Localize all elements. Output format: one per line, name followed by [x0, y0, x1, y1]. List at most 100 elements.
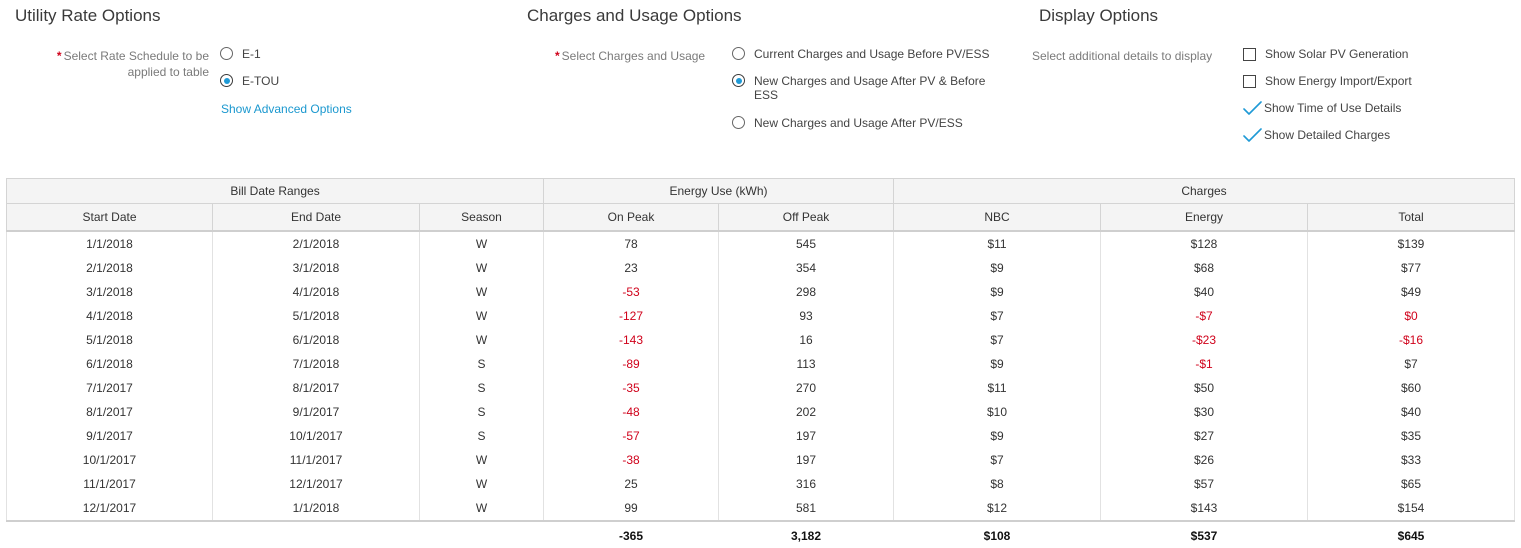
charges-option-label: New Charges and Usage After PV & Before …: [754, 74, 986, 102]
cell-start-date: 1/1/2018: [6, 231, 213, 256]
cell-total: $60: [1307, 376, 1516, 400]
total-on-peak: -365: [619, 529, 644, 543]
charges-usage-options-section: Charges and Usage Options * Select Charge…: [527, 0, 1007, 140]
table-row: 5/1/2018 6/1/2018 W -143 16 $7 -$23 -$16: [6, 328, 1516, 352]
show-energy-import-export-checkbox[interactable]: Show Energy Import/Export: [1243, 74, 1412, 88]
table-body: 1/1/2018 2/1/2018 W 78 545 $11 $128 $139 2/1/201…: [6, 231, 1516, 522]
cell-season: W: [418, 448, 545, 472]
cell-on-peak: -143: [543, 328, 720, 352]
show-time-of-use-details-checkbox[interactable]: Show Time of Use Details: [1242, 101, 1401, 115]
checkbox-icon: [1243, 75, 1256, 88]
rate-schedule-label: * Select Rate Schedule to be applied to t…: [56, 49, 209, 79]
cell-energy: -$23: [1100, 328, 1309, 352]
total-nbc: $108: [983, 529, 1011, 543]
cell-on-peak: 78: [543, 231, 720, 256]
cell-on-peak: -38: [543, 448, 720, 472]
charges-option-after-pv-before-ess[interactable]: New Charges and Usage After PV & Before …: [732, 74, 997, 102]
column-header-start-date: Start Date: [6, 203, 213, 232]
cell-on-peak: -127: [543, 304, 720, 328]
cell-on-peak: -57: [543, 424, 720, 448]
cell-end-date: 2/1/2018: [212, 231, 420, 256]
table-totals-row: -365 3,182 $108 $537 $645: [7, 521, 1515, 548]
required-asterisk: *: [56, 49, 62, 63]
cell-end-date: 12/1/2017: [212, 472, 420, 496]
cell-total: $154: [1307, 496, 1516, 522]
cell-nbc: $11: [893, 231, 1102, 256]
cell-total: $77: [1307, 256, 1516, 280]
cell-season: W: [418, 280, 545, 304]
charges-option-before-pv-ess[interactable]: Current Charges and Usage Before PV/ESS: [732, 47, 992, 61]
cell-energy: $57: [1100, 472, 1309, 496]
cell-on-peak: -35: [543, 376, 720, 400]
cell-end-date: 3/1/2018: [212, 256, 420, 280]
charges-option-after-pv-ess[interactable]: New Charges and Usage After PV/ESS: [732, 116, 992, 130]
utility-rate-options-section: Utility Rate Options * Select Rate Schedu…: [15, 0, 415, 130]
table-row: 3/1/2018 4/1/2018 W -53 298 $9 $40 $49: [6, 280, 1516, 304]
cell-season: S: [418, 376, 545, 400]
cell-total: $139: [1307, 231, 1516, 256]
cell-total: $49: [1307, 280, 1516, 304]
cell-nbc: $8: [893, 472, 1102, 496]
column-header-energy: Energy: [1100, 203, 1309, 232]
cell-nbc: $9: [893, 424, 1102, 448]
cell-on-peak: -53: [543, 280, 720, 304]
cell-end-date: 7/1/2018: [212, 352, 420, 376]
cell-end-date: 1/1/2018: [212, 496, 420, 522]
table-column-header-row: Start Date End Date Season On Peak Off P…: [6, 203, 1516, 232]
cell-nbc: $11: [893, 376, 1102, 400]
cell-off-peak: 581: [718, 496, 895, 522]
column-header-off-peak: Off Peak: [718, 203, 895, 232]
column-header-total: Total: [1307, 203, 1516, 232]
display-option-label: Show Energy Import/Export: [1265, 74, 1412, 88]
cell-energy: $143: [1100, 496, 1309, 522]
cell-off-peak: 298: [718, 280, 895, 304]
group-header-energy-use: Energy Use (kWh): [543, 178, 895, 204]
column-header-season: Season: [418, 203, 545, 232]
cell-off-peak: 202: [718, 400, 895, 424]
radio-icon: [732, 47, 745, 60]
cell-energy: $26: [1100, 448, 1309, 472]
cell-energy: -$1: [1100, 352, 1309, 376]
cell-start-date: 10/1/2017: [6, 448, 213, 472]
cell-season: S: [418, 352, 545, 376]
rate-option-etou[interactable]: E-TOU: [220, 74, 279, 88]
display-option-label: Show Solar PV Generation: [1265, 47, 1409, 61]
cell-end-date: 4/1/2018: [212, 280, 420, 304]
checkbox-icon: [1243, 48, 1256, 61]
total-total: $645: [1397, 529, 1425, 543]
rate-option-label: E-1: [242, 47, 261, 61]
display-option-label: Show Detailed Charges: [1264, 128, 1391, 142]
rate-option-e1[interactable]: E-1: [220, 47, 261, 61]
column-header-on-peak: On Peak: [543, 203, 720, 232]
table-row: 6/1/2018 7/1/2018 S -89 113 $9 -$1 $7: [6, 352, 1516, 376]
cell-total: $40: [1307, 400, 1516, 424]
table-row: 10/1/2017 11/1/2017 W -38 197 $7 $26 $33: [6, 448, 1516, 472]
cell-on-peak: 25: [543, 472, 720, 496]
group-header-charges: Charges: [893, 178, 1516, 204]
show-solar-pv-generation-checkbox[interactable]: Show Solar PV Generation: [1243, 47, 1408, 61]
cell-end-date: 5/1/2018: [212, 304, 420, 328]
table-row: 11/1/2017 12/1/2017 W 25 316 $8 $57 $65: [6, 472, 1516, 496]
cell-total: $65: [1307, 472, 1516, 496]
table-row: 8/1/2017 9/1/2017 S -48 202 $10 $30 $40: [6, 400, 1516, 424]
total-energy: $537: [1190, 529, 1218, 543]
show-detailed-charges-checkbox[interactable]: Show Detailed Charges: [1242, 128, 1390, 142]
show-advanced-options-link[interactable]: Show Advanced Options: [221, 102, 352, 116]
display-details-label: Select additional details to display: [1032, 49, 1213, 63]
cell-season: S: [418, 424, 545, 448]
cell-off-peak: 16: [718, 328, 895, 352]
cell-off-peak: 545: [718, 231, 895, 256]
bill-summary-table: Bill Date Ranges Energy Use (kWh) Charge…: [5, 178, 1516, 548]
display-options-title: Display Options: [1039, 6, 1159, 25]
cell-nbc: $12: [893, 496, 1102, 522]
table-row: 9/1/2017 10/1/2017 S -57 197 $9 $27 $35: [6, 424, 1516, 448]
cell-off-peak: 197: [718, 424, 895, 448]
cell-season: W: [418, 496, 545, 522]
cell-start-date: 9/1/2017: [6, 424, 213, 448]
cell-season: W: [418, 472, 545, 496]
cell-energy: $40: [1100, 280, 1309, 304]
cell-season: W: [418, 256, 545, 280]
cell-start-date: 2/1/2018: [6, 256, 213, 280]
cell-end-date: 6/1/2018: [212, 328, 420, 352]
cell-season: W: [418, 328, 545, 352]
